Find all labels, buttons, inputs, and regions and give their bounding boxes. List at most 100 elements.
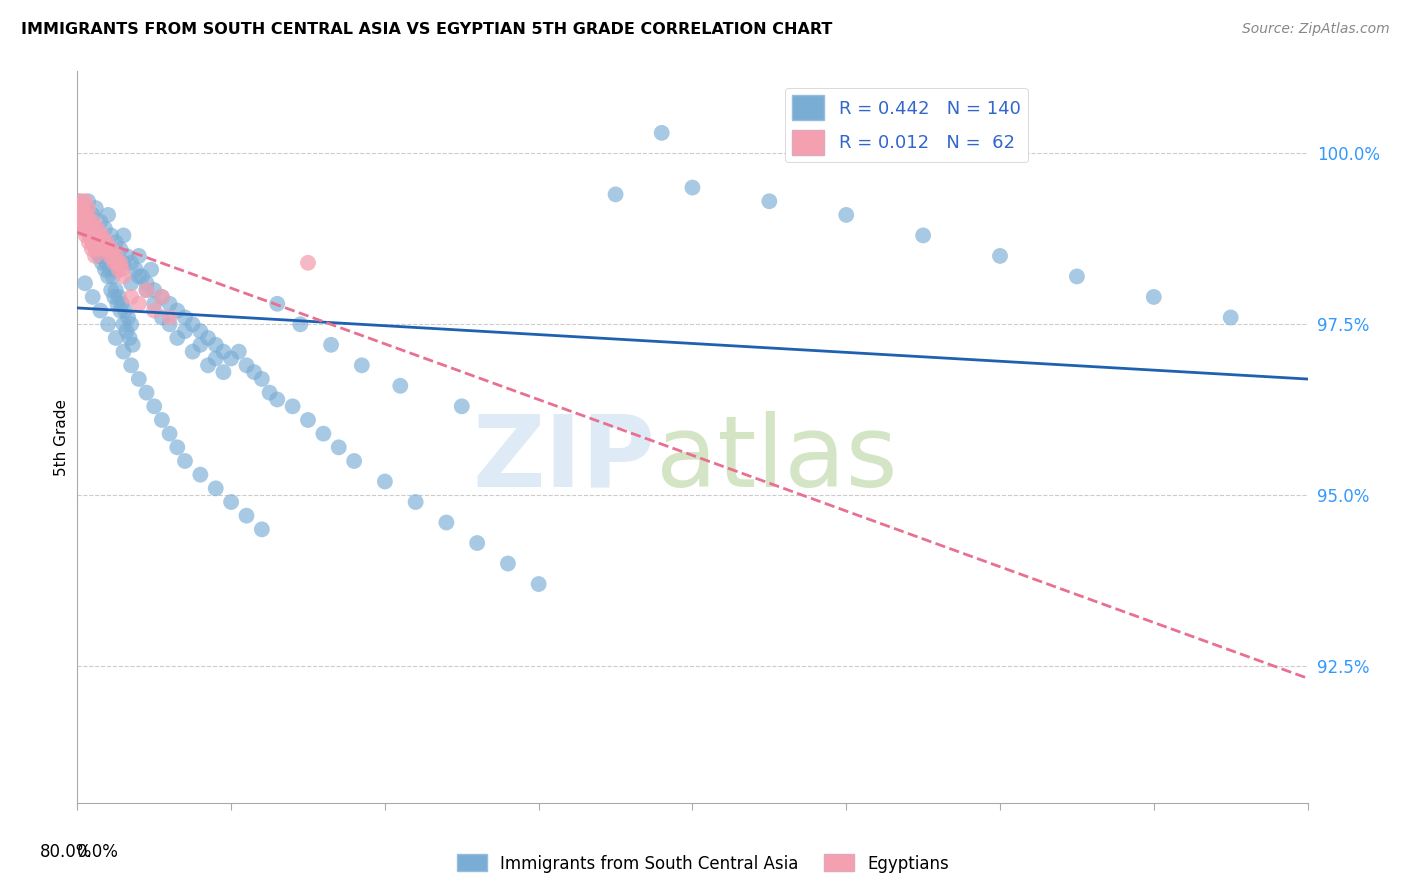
Point <box>105 256 128 270</box>
Point <box>259 385 281 400</box>
Point <box>212 365 235 379</box>
Point <box>111 262 134 277</box>
Point <box>72 221 94 235</box>
Point <box>73 215 96 229</box>
Point <box>89 215 111 229</box>
Point <box>98 249 121 263</box>
Point <box>82 235 104 250</box>
Point <box>436 516 458 530</box>
Point <box>105 297 128 311</box>
Point <box>86 242 108 256</box>
Point <box>70 208 93 222</box>
Point <box>67 215 90 229</box>
Point <box>112 344 135 359</box>
Point <box>73 277 96 291</box>
Point <box>79 228 101 243</box>
Point <box>120 359 142 373</box>
Point <box>135 283 157 297</box>
Point <box>120 256 142 270</box>
Point <box>69 208 91 222</box>
Point <box>120 318 142 332</box>
Point <box>135 283 157 297</box>
Point <box>115 249 138 263</box>
Point <box>103 256 125 270</box>
Point <box>450 400 472 414</box>
Text: 0.0%: 0.0% <box>77 843 120 861</box>
Point <box>84 201 107 215</box>
Point <box>98 262 121 277</box>
Point <box>135 385 157 400</box>
Point <box>82 215 104 229</box>
Point <box>350 359 373 373</box>
Point <box>128 372 150 386</box>
Point <box>77 235 100 250</box>
Point <box>188 467 212 482</box>
Point <box>103 290 125 304</box>
Point <box>181 344 204 359</box>
Point <box>174 454 197 468</box>
Point <box>141 262 163 277</box>
Point <box>84 242 107 256</box>
Y-axis label: 5th Grade: 5th Grade <box>53 399 69 475</box>
Point <box>77 215 100 229</box>
Point <box>219 351 242 366</box>
Point <box>82 235 104 250</box>
Point <box>120 290 142 304</box>
Point <box>150 290 173 304</box>
Point <box>100 283 122 297</box>
Point <box>79 228 101 243</box>
Point <box>150 310 173 325</box>
Point <box>89 303 111 318</box>
Point <box>89 242 111 256</box>
Point <box>159 310 181 325</box>
Point <box>110 242 132 256</box>
Point <box>75 228 97 243</box>
Point <box>70 208 93 222</box>
Point <box>96 235 118 250</box>
Point <box>166 331 188 345</box>
Point <box>108 290 131 304</box>
Point <box>235 508 257 523</box>
Point <box>166 303 188 318</box>
Point <box>125 262 148 277</box>
Point <box>97 318 120 332</box>
Point <box>86 235 108 250</box>
Point <box>651 126 673 140</box>
Point <box>101 249 124 263</box>
Point <box>117 310 139 325</box>
Point <box>188 324 212 338</box>
Point <box>82 290 104 304</box>
Point <box>235 359 257 373</box>
Point <box>159 426 181 441</box>
Point <box>87 228 110 243</box>
Point <box>84 249 107 263</box>
Point <box>228 344 250 359</box>
Point <box>150 290 173 304</box>
Point <box>135 277 157 291</box>
Point <box>204 481 226 495</box>
Point <box>67 201 90 215</box>
Point <box>72 221 94 235</box>
Point <box>76 221 98 235</box>
Point <box>96 256 118 270</box>
Point <box>328 440 350 454</box>
Point <box>1219 310 1241 325</box>
Point <box>128 297 150 311</box>
Point <box>112 318 135 332</box>
Point <box>83 228 105 243</box>
Point <box>82 235 104 250</box>
Point <box>86 221 108 235</box>
Point <box>73 201 96 215</box>
Point <box>605 187 627 202</box>
Point <box>79 215 101 229</box>
Point <box>108 262 131 277</box>
Point <box>73 215 96 229</box>
Point <box>120 277 142 291</box>
Point <box>188 338 212 352</box>
Point <box>94 221 117 235</box>
Point <box>297 413 319 427</box>
Point <box>77 215 100 229</box>
Point <box>69 215 91 229</box>
Point <box>89 235 111 250</box>
Point <box>496 557 519 571</box>
